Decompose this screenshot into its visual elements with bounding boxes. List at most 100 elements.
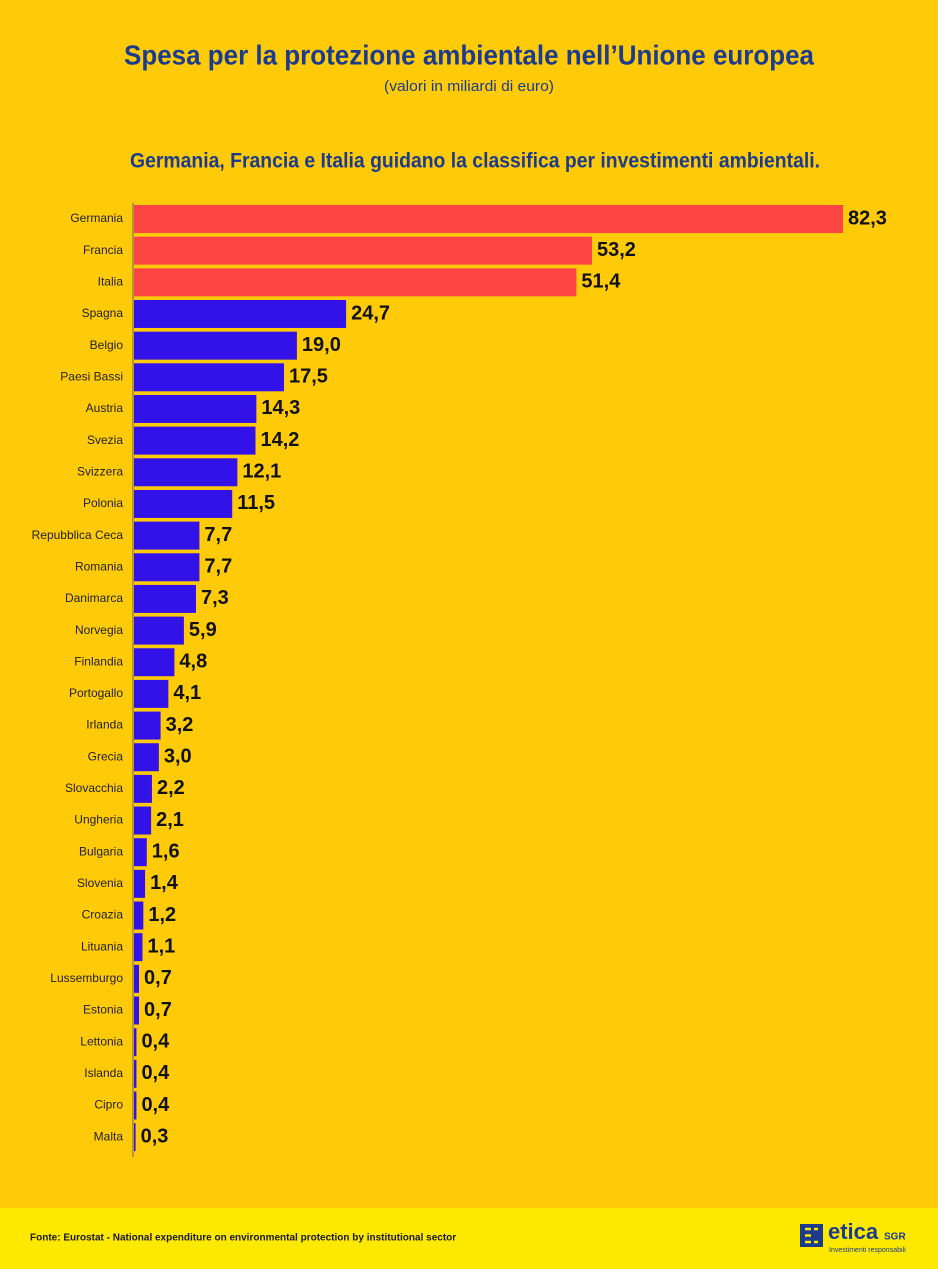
bar xyxy=(134,331,297,360)
y-tick-label: Irlanda xyxy=(86,718,123,732)
logo: etica SGR Investimenti responsabili xyxy=(800,1219,906,1254)
value-label: 14,2 xyxy=(261,429,300,451)
value-label: 0,4 xyxy=(141,1030,170,1052)
bar xyxy=(134,679,169,708)
bar xyxy=(134,869,146,898)
y-tick-label: Slovenia xyxy=(77,876,123,890)
bar xyxy=(134,743,159,772)
bar xyxy=(134,458,238,487)
y-tick-label: Germania xyxy=(70,211,123,225)
y-tick-label: Lussemburgo xyxy=(50,971,123,985)
value-label: 11,5 xyxy=(237,492,275,514)
bar xyxy=(134,1091,137,1120)
y-tick-label: Malta xyxy=(94,1129,124,1143)
bar xyxy=(134,236,592,265)
value-label: 7,7 xyxy=(204,524,232,546)
value-label: 0,7 xyxy=(144,999,172,1021)
headline: Germania, Francia e Italia guidano la cl… xyxy=(130,150,820,173)
value-label: 4,8 xyxy=(179,651,207,673)
value-label: 1,2 xyxy=(148,904,176,926)
bar xyxy=(134,363,284,392)
y-tick-label: Repubblica Ceca xyxy=(32,528,124,542)
value-label: 3,0 xyxy=(164,746,192,768)
value-label: 17,5 xyxy=(289,366,328,388)
bar xyxy=(134,616,184,645)
bar xyxy=(134,489,233,518)
bar xyxy=(134,426,256,455)
bar xyxy=(134,711,161,740)
y-tick-label: Lettonia xyxy=(80,1034,123,1048)
value-label: 19,0 xyxy=(302,334,341,356)
value-label: 0,7 xyxy=(144,967,172,989)
value-label: 24,7 xyxy=(351,302,390,324)
value-label: 12,1 xyxy=(242,461,281,483)
bar xyxy=(134,268,577,297)
y-tick-label: Islanda xyxy=(84,1066,123,1080)
bar xyxy=(134,806,152,835)
bar xyxy=(134,774,152,803)
y-tick-label: Estonia xyxy=(83,1003,123,1017)
y-tick-label: Norvegia xyxy=(75,623,123,637)
y-tick-label: Romania xyxy=(75,559,123,573)
footer-band xyxy=(0,1208,938,1269)
chart-subtitle: (valori in miliardi di euro) xyxy=(384,78,554,95)
bar xyxy=(134,299,347,328)
bar xyxy=(134,838,147,867)
y-tick-label: Lituania xyxy=(81,939,123,953)
chart-title: Spesa per la protezione ambientale nell’… xyxy=(124,39,814,70)
bar xyxy=(134,996,140,1025)
logo-icon xyxy=(800,1224,823,1247)
y-tick-label: Paesi Bassi xyxy=(60,369,123,383)
logo-suffix: SGR xyxy=(884,1232,906,1243)
value-label: 2,2 xyxy=(157,777,185,799)
value-label: 51,4 xyxy=(581,271,621,293)
value-label: 1,4 xyxy=(150,872,179,894)
y-tick-label: Portogallo xyxy=(69,686,123,700)
bar xyxy=(134,933,143,962)
y-tick-label: Svezia xyxy=(87,433,123,447)
bar xyxy=(134,1028,137,1057)
y-tick-label: Italia xyxy=(98,274,124,288)
y-tick-label: Danimarca xyxy=(65,591,123,605)
bar xyxy=(134,553,200,582)
value-label: 7,3 xyxy=(201,587,229,609)
value-label: 14,3 xyxy=(261,397,300,419)
y-tick-label: Finlandia xyxy=(74,654,123,668)
value-label: 1,1 xyxy=(147,935,175,957)
y-tick-label: Croazia xyxy=(82,908,124,922)
y-tick-label: Cipro xyxy=(94,1098,123,1112)
bar xyxy=(134,901,144,930)
value-label: 1,6 xyxy=(152,840,180,862)
logo-tagline: Investimenti responsabili xyxy=(829,1247,906,1254)
value-label: 3,2 xyxy=(166,714,194,736)
value-label: 0,4 xyxy=(141,1062,170,1084)
source: Fonte: Eurostat - National expenditure o… xyxy=(30,1233,456,1244)
value-label: 53,2 xyxy=(597,239,636,261)
value-label: 0,3 xyxy=(141,1125,169,1147)
y-tick-label: Austria xyxy=(86,401,124,415)
value-label: 0,4 xyxy=(141,1094,170,1116)
value-label: 82,3 xyxy=(848,207,887,229)
value-label: 7,7 xyxy=(204,556,232,578)
logo-icon-lines xyxy=(805,1227,818,1244)
y-tick-label: Belgio xyxy=(90,338,124,352)
value-label: 2,1 xyxy=(156,809,184,831)
bar xyxy=(134,1123,136,1152)
y-tick-label: Polonia xyxy=(83,496,123,510)
bar xyxy=(134,205,843,233)
bar xyxy=(134,648,175,677)
bar xyxy=(134,521,200,550)
y-tick-label: Svizzera xyxy=(77,464,123,478)
y-tick-label: Slovacchia xyxy=(65,781,123,795)
y-tick-label: Francia xyxy=(83,243,123,257)
y-tick-label: Grecia xyxy=(88,749,124,763)
bar xyxy=(134,1059,137,1088)
bar xyxy=(134,394,257,423)
y-tick-label: Spagna xyxy=(82,306,124,320)
bar xyxy=(134,584,196,613)
bar xyxy=(134,964,140,993)
value-label: 5,9 xyxy=(189,619,217,641)
logo-name: etica xyxy=(828,1219,879,1244)
y-tick-label: Ungheria xyxy=(74,813,123,827)
